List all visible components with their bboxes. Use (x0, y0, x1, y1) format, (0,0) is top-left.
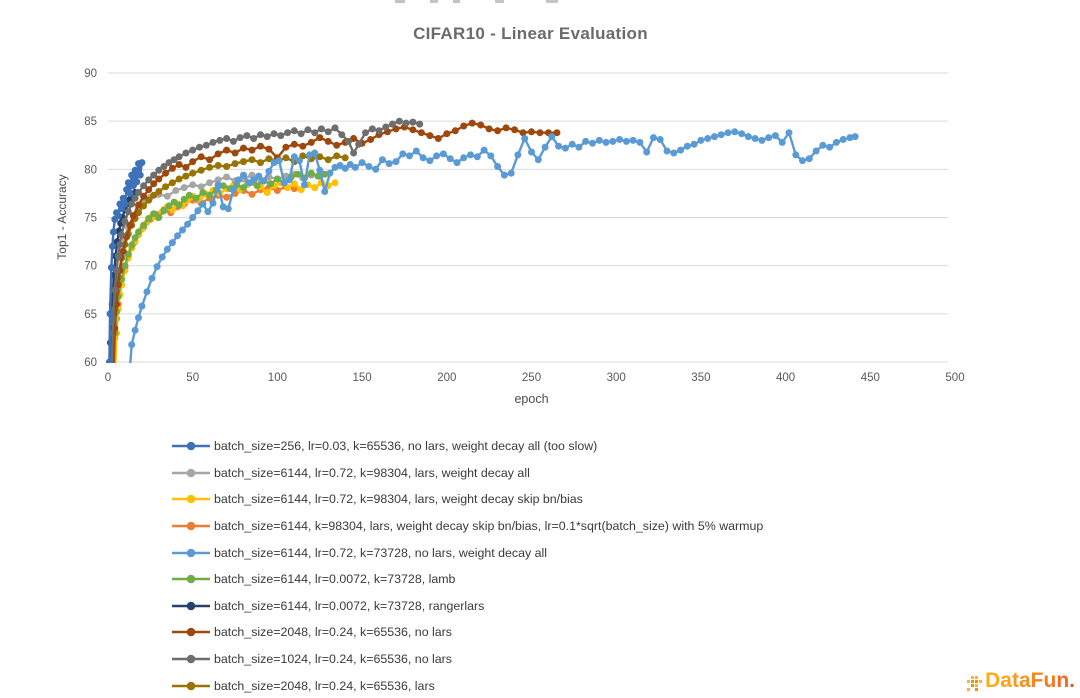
legend-label: batch_size=2048, lr=0.24, k=65536, lars (214, 678, 435, 693)
y-tick-label: 85 (84, 116, 97, 128)
datafun-logo-pixels-icon (967, 676, 983, 691)
legend-marker-icon (172, 601, 210, 611)
legend-marker-icon (172, 628, 210, 637)
legend-label: batch_size=1024, lr=0.24, k=65536, no la… (214, 652, 452, 667)
chart-legend: batch_size=256, lr=0.03, k=65536, no lar… (172, 433, 763, 698)
legend-label: batch_size=256, lr=0.03, k=65536, no lar… (214, 439, 598, 454)
legend-marker-icon (172, 521, 210, 531)
x-tick-label: 400 (776, 372, 795, 384)
legend-item: batch_size=6144, k=98304, lars, weight d… (172, 513, 763, 540)
clipped-text-fragment (395, 0, 405, 3)
legend-label: batch_size=6144, lr=0.72, k=98304, lars,… (214, 465, 530, 480)
y-tick-label: 90 (84, 68, 97, 80)
x-tick-label: 50 (186, 372, 199, 384)
chart-series-0 (105, 159, 146, 363)
legend-item: batch_size=2048, lr=0.24, k=65536, lars (172, 672, 763, 698)
x-tick-label: 100 (268, 372, 287, 384)
legend-marker-icon (172, 441, 210, 451)
x-tick-label: 250 (522, 372, 541, 384)
chart-series-7 (111, 119, 561, 363)
clipped-text-fragment (430, 0, 438, 3)
legend-item: batch_size=6144, lr=0.0072, k=73728, ran… (172, 593, 763, 620)
chart-series-8 (109, 117, 424, 363)
legend-item: batch_size=6144, lr=0.72, k=98304, lars,… (172, 460, 763, 487)
legend-marker-icon (172, 548, 210, 557)
legend-item: batch_size=1024, lr=0.24, k=65536, no la… (172, 646, 763, 673)
datafun-logo: DataFun. (967, 670, 1075, 691)
legend-marker-icon (172, 574, 210, 584)
y-tick-label: 60 (84, 357, 97, 369)
y-tick-label: 80 (84, 164, 97, 176)
x-tick-label: 450 (861, 372, 880, 384)
x-tick-label: 500 (945, 372, 964, 384)
legend-item: batch_size=256, lr=0.03, k=65536, no lar… (172, 433, 763, 460)
legend-item: batch_size=6144, lr=0.0072, k=73728, lam… (172, 566, 763, 593)
y-tick-label: 70 (84, 261, 97, 273)
chart-series-4 (128, 128, 859, 363)
y-axis-title: Top1 - Accuracy (55, 174, 69, 260)
legend-item: batch_size=6144, lr=0.72, k=98304, lars,… (172, 486, 763, 513)
x-tick-label: 350 (691, 372, 710, 384)
datafun-logo-text: DataFun. (985, 669, 1075, 692)
legend-label: batch_size=6144, lr=0.0072, k=73728, lam… (214, 572, 456, 587)
x-tick-label: 0 (105, 372, 111, 384)
legend-label: batch_size=6144, lr=0.0072, k=73728, ran… (214, 598, 485, 613)
x-tick-label: 150 (353, 372, 372, 384)
legend-marker-icon (172, 654, 210, 664)
clipped-text-fragment (495, 0, 504, 3)
x-axis-title: epoch (514, 392, 549, 406)
clipped-text-fragment (453, 0, 460, 3)
legend-item: batch_size=6144, lr=0.72, k=73728, no la… (172, 539, 763, 566)
x-tick-label: 300 (607, 372, 626, 384)
chart-title: CIFAR10 - Linear Evaluation (413, 24, 648, 43)
legend-marker-icon (172, 681, 210, 690)
legend-item: batch_size=2048, lr=0.24, k=65536, no la… (172, 619, 763, 646)
clipped-text-fragment (546, 0, 558, 3)
legend-label: batch_size=2048, lr=0.24, k=65536, no la… (214, 625, 452, 640)
x-tick-label: 200 (437, 372, 456, 384)
y-tick-label: 75 (84, 213, 97, 225)
legend-marker-icon (172, 495, 210, 504)
legend-label: batch_size=6144, k=98304, lars, weight d… (214, 519, 764, 534)
legend-marker-icon (172, 468, 210, 478)
y-tick-label: 65 (84, 309, 97, 321)
legend-label: batch_size=6144, lr=0.72, k=98304, lars,… (214, 492, 583, 507)
legend-label: batch_size=6144, lr=0.72, k=73728, no la… (214, 545, 548, 560)
